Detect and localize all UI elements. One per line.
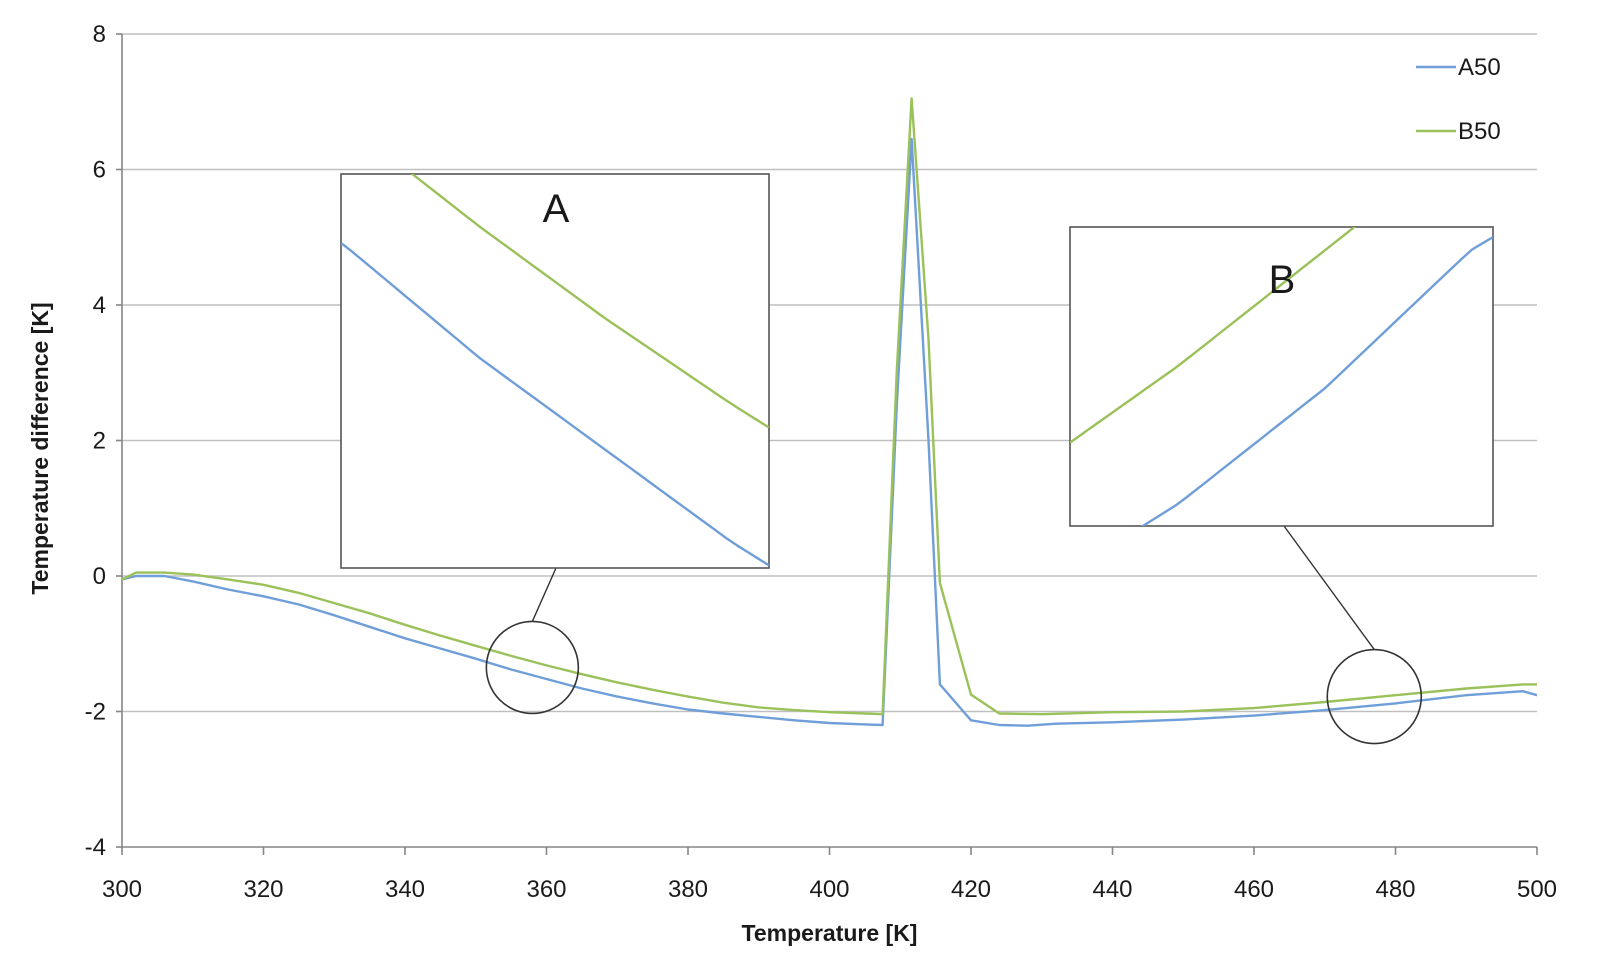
x-tick-label: 440 xyxy=(1092,876,1132,903)
x-tick-label: 360 xyxy=(526,876,566,903)
inset-box-b xyxy=(1069,226,1494,527)
inset-series-a50 xyxy=(1140,236,1493,526)
y-tick-label: -2 xyxy=(85,699,106,726)
inset-curves-b xyxy=(1070,227,1493,526)
inset-label-a: A xyxy=(543,187,570,231)
series-lines xyxy=(121,97,1538,727)
x-tick-label: 340 xyxy=(385,876,425,903)
zoom-circle-a xyxy=(485,620,580,715)
inset-curves-a xyxy=(341,174,769,567)
y-tick-label: 6 xyxy=(93,157,106,184)
x-tick-label: 480 xyxy=(1375,876,1415,903)
x-tick-label: 460 xyxy=(1234,876,1274,903)
zoom-connectors xyxy=(485,525,1423,745)
x-tick-label: 380 xyxy=(668,876,708,903)
x-tick-label: 320 xyxy=(243,876,283,903)
inset-series-b50 xyxy=(1070,227,1357,444)
zoom-connector-b xyxy=(1283,525,1375,651)
inset-a: A xyxy=(340,173,770,569)
zoom-connector-a xyxy=(531,567,557,622)
x-tick-label: 300 xyxy=(102,876,142,903)
inset-series-b50 xyxy=(410,174,769,429)
axes xyxy=(121,34,1537,848)
inset-label-b: B xyxy=(1269,258,1296,302)
y-tick-label: 8 xyxy=(93,21,106,48)
series-line-a50 xyxy=(121,137,1538,727)
y-tick-label: 4 xyxy=(93,292,106,319)
legend-label-a50: A50 xyxy=(1458,54,1501,81)
y-tick-label: 0 xyxy=(93,563,106,590)
x-tick-labels: 300 320 340 360 380 400 420 440 460 480 500 xyxy=(102,876,1557,903)
y-tick-label: -4 xyxy=(85,834,106,861)
y-tick-labels: -4 -2 0 2 4 6 8 xyxy=(85,21,106,861)
y-tick-label: 2 xyxy=(93,428,106,455)
inset-b: B xyxy=(1069,226,1494,527)
x-tick-label: 420 xyxy=(951,876,991,903)
x-axis-title: Temperature [K] xyxy=(742,920,918,946)
zoom-insets: AB xyxy=(340,173,1494,569)
y-axis-title: Temperature difference [K] xyxy=(27,302,53,594)
x-tick-label: 500 xyxy=(1517,876,1557,903)
legend: A50 B50 xyxy=(1416,54,1501,145)
series-line-b50 xyxy=(121,97,1537,716)
legend-label-b50: B50 xyxy=(1458,118,1501,145)
inset-box-a xyxy=(340,173,770,569)
inset-series-a50 xyxy=(341,242,769,567)
x-tick-label: 400 xyxy=(809,876,849,903)
